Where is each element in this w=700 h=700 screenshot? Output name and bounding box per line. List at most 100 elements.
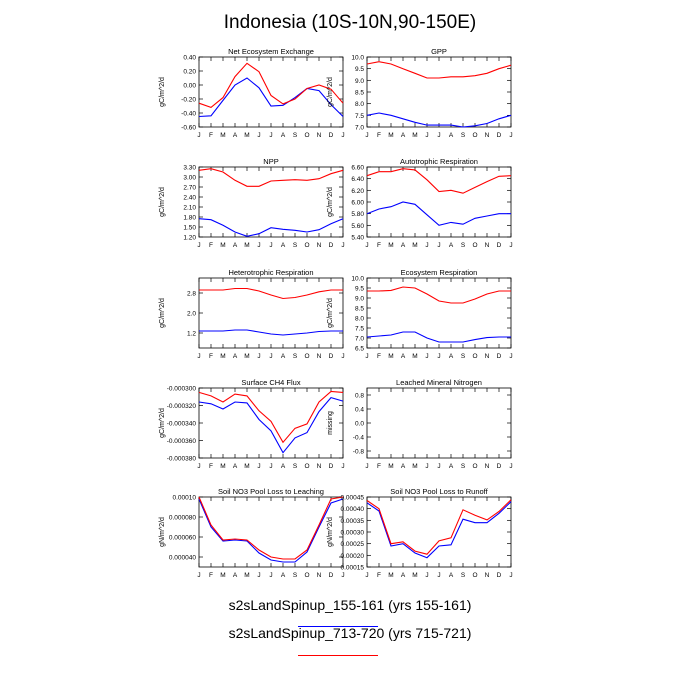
x-tick-label: M xyxy=(244,572,249,579)
y-tick-label: 0.00025 xyxy=(341,541,365,548)
y-tick-label: 0.000080 xyxy=(169,515,196,522)
x-tick-label: N xyxy=(317,353,322,360)
y-tick-label: 0.0 xyxy=(355,421,364,428)
x-tick-label: A xyxy=(401,353,406,360)
series-line-2 xyxy=(199,287,343,300)
x-tick-label: J xyxy=(437,463,440,470)
x-tick-label: N xyxy=(317,132,322,139)
y-tick-label: 9.0 xyxy=(355,78,364,85)
y-tick-label: 0.20 xyxy=(183,69,196,76)
y-tick-label: 8.5 xyxy=(355,306,364,313)
x-tick-label: J xyxy=(269,463,272,470)
x-tick-label: D xyxy=(497,132,502,139)
series-line-2 xyxy=(198,390,344,444)
y-tick-label: 7.5 xyxy=(355,113,364,120)
x-tick-label: J xyxy=(197,572,200,579)
y-tick-label: 5.60 xyxy=(351,223,364,230)
series-line-2 xyxy=(367,286,511,304)
x-tick-label: J xyxy=(341,132,344,139)
panel-title: Ecosystem Respiration xyxy=(401,268,478,277)
x-tick-label: J xyxy=(257,353,260,360)
x-tick-label: J xyxy=(269,353,272,360)
x-tick-label: S xyxy=(293,572,298,579)
x-tick-label: N xyxy=(317,463,322,470)
x-tick-label: M xyxy=(220,132,225,139)
plot-frame xyxy=(198,56,344,128)
x-tick-label: D xyxy=(497,572,502,579)
plot-frame xyxy=(366,166,512,238)
panel-title: Heterotrophic Respiration xyxy=(228,268,313,277)
panel-title: Net Ecosystem Exchange xyxy=(228,47,314,56)
y-tick-label: 0.000040 xyxy=(169,555,196,562)
y-tick-label: -0.000320 xyxy=(167,403,197,410)
x-tick-label: M xyxy=(412,463,417,470)
x-tick-label: O xyxy=(472,353,477,360)
x-tick-label: M xyxy=(388,463,393,470)
x-tick-label: J xyxy=(425,463,428,470)
x-tick-label: S xyxy=(293,463,298,470)
y-tick-label: 2.40 xyxy=(183,195,196,202)
x-tick-label: F xyxy=(209,353,213,360)
panel-6: Ecosystem Respiration gC/m^2/d 6.5 7.0 7.5 8.… xyxy=(327,268,513,360)
x-tick-label: M xyxy=(220,463,225,470)
y-tick-label: 8.0 xyxy=(355,101,364,108)
panel-5: Heterotrophic Respiration gC/m^2/d 1.2 2.0 2… xyxy=(159,268,345,360)
x-tick-label: F xyxy=(209,463,213,470)
x-tick-label: J xyxy=(509,572,512,579)
y-axis-label: gC/m^2/d xyxy=(327,298,334,328)
x-tick-label: J xyxy=(365,353,368,360)
y-tick-label: -0.8 xyxy=(353,449,365,456)
x-tick-label: M xyxy=(244,132,249,139)
series-line-2 xyxy=(366,168,512,194)
x-tick-label: A xyxy=(233,132,238,139)
x-tick-label: J xyxy=(509,132,512,139)
y-tick-label: -0.000300 xyxy=(167,386,197,393)
x-tick-label: F xyxy=(377,132,381,139)
x-tick-label: M xyxy=(412,132,417,139)
y-axis-label: gC/m^2/d xyxy=(327,187,334,217)
y-tick-label: -0.000360 xyxy=(167,438,197,445)
x-tick-label: D xyxy=(329,132,334,139)
x-tick-label: O xyxy=(472,572,477,579)
x-tick-label: F xyxy=(209,242,213,249)
y-tick-label: 2.70 xyxy=(183,185,196,192)
series-line-1 xyxy=(366,501,512,559)
x-tick-label: M xyxy=(388,353,393,360)
y-tick-label: -0.4 xyxy=(353,435,365,442)
x-tick-label: J xyxy=(437,353,440,360)
x-tick-label: F xyxy=(377,353,381,360)
x-tick-label: S xyxy=(461,463,466,470)
y-tick-label: 7.0 xyxy=(355,125,364,132)
x-tick-label: A xyxy=(401,132,406,139)
x-tick-label: N xyxy=(485,132,490,139)
y-tick-label: 0.000060 xyxy=(169,535,196,542)
x-tick-label: S xyxy=(461,572,466,579)
y-tick-label: 1.2 xyxy=(187,331,196,338)
y-tick-label: 0.00045 xyxy=(341,495,365,502)
y-tick-label: 5.40 xyxy=(351,235,364,242)
y-tick-label: 6.00 xyxy=(351,200,364,207)
x-tick-label: F xyxy=(377,572,381,579)
y-axis-label: gC/m^2/d xyxy=(159,408,166,438)
y-tick-label: -0.60 xyxy=(181,125,196,132)
x-tick-label: J xyxy=(197,463,200,470)
x-tick-label: M xyxy=(412,572,417,579)
series-line-2 xyxy=(198,168,344,187)
y-tick-label: 8.0 xyxy=(355,316,364,323)
x-tick-label: N xyxy=(485,463,490,470)
panel-title: Soil NO3 Pool Loss to Leaching xyxy=(218,487,324,496)
x-tick-label: J xyxy=(341,242,344,249)
x-tick-label: D xyxy=(497,242,502,249)
x-tick-label: J xyxy=(425,242,428,249)
x-tick-label: O xyxy=(472,242,477,249)
x-tick-label: M xyxy=(388,132,393,139)
y-tick-label: 0.8 xyxy=(355,393,364,400)
x-tick-label: J xyxy=(437,572,440,579)
x-tick-label: D xyxy=(497,463,502,470)
x-tick-label: S xyxy=(293,242,298,249)
y-axis-label: gC/m^2/d xyxy=(159,77,166,107)
x-tick-label: A xyxy=(233,572,238,579)
series-line-1 xyxy=(198,396,344,454)
y-tick-label: 2.8 xyxy=(187,291,196,298)
